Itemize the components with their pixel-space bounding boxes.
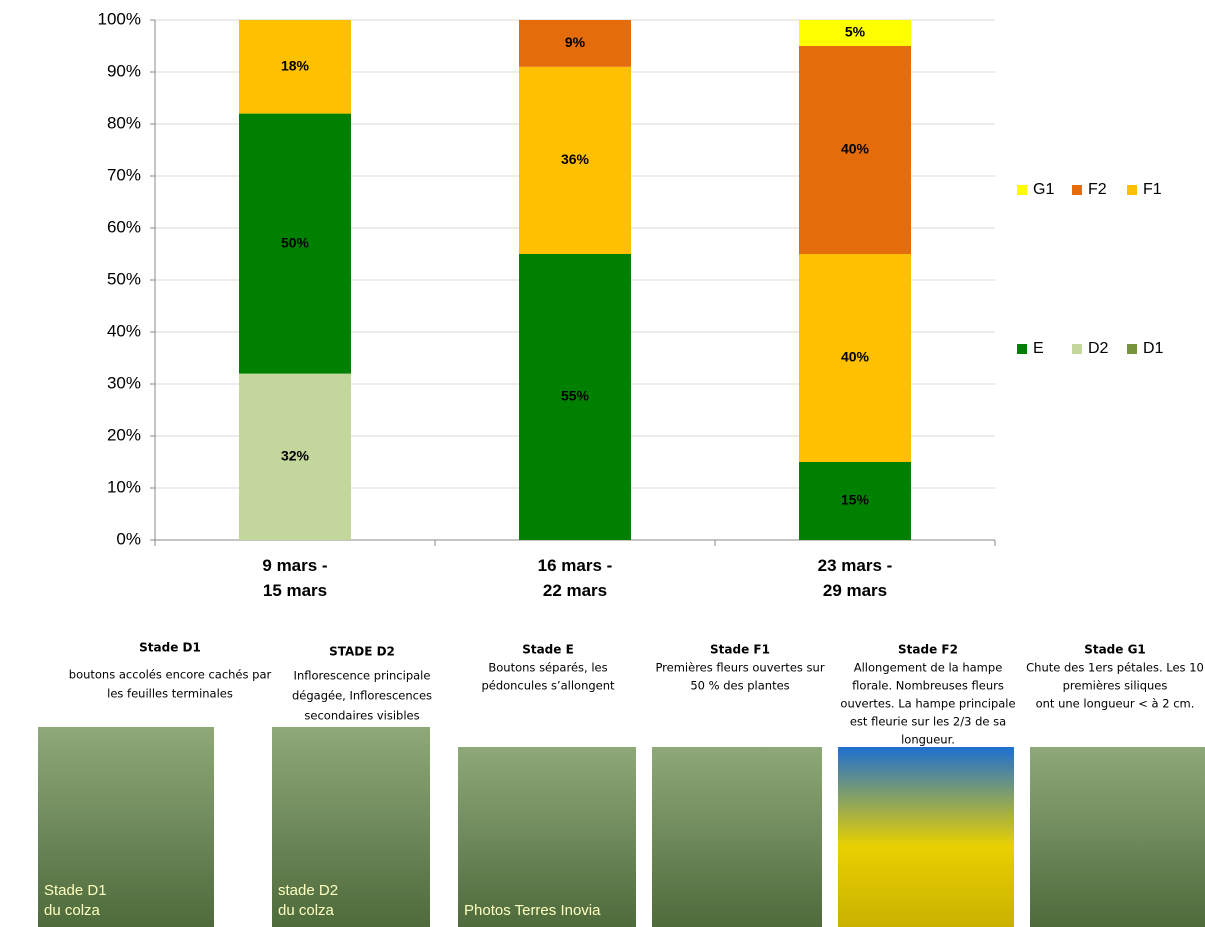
y-tick-label: 20%: [107, 425, 141, 444]
x-tick-label: 23 mars - 29 mars: [818, 556, 893, 600]
bar-segment: [799, 20, 911, 46]
stage-text: boutons accolés encore cachés par: [69, 668, 272, 682]
legend-label: F2: [1088, 181, 1107, 198]
y-tick-label: 50%: [107, 269, 141, 288]
legend-swatch: [1072, 185, 1082, 195]
stage-text: Inflorescence principale: [294, 669, 431, 683]
stage-text: pédoncules s’allongent: [481, 679, 615, 693]
stage-text: Boutons séparés, les: [488, 661, 607, 675]
stage-title: STADE D2: [329, 645, 395, 659]
stage-title: Stade E: [522, 643, 574, 657]
value-label: 15%: [841, 492, 870, 508]
bar-segment: [799, 462, 911, 540]
value-label: 18%: [281, 58, 310, 74]
legend-swatch: [1017, 344, 1027, 354]
bar-segment: [239, 20, 351, 114]
stage-photo: [838, 747, 1014, 927]
legend-label: D2: [1088, 340, 1109, 357]
x-tick-line: 29 mars: [823, 581, 887, 600]
stage-photo: [272, 727, 430, 927]
value-label: 55%: [561, 388, 590, 404]
stage-text: Allongement de la hampe: [854, 661, 1003, 675]
photo-label: du colza: [44, 902, 101, 919]
value-label: 50%: [281, 234, 310, 250]
value-label: 36%: [561, 151, 590, 167]
bar-segment: [519, 20, 631, 67]
value-label: 40%: [841, 141, 870, 157]
stage-text: Chute des 1ers pétales. Les 10: [1026, 661, 1204, 675]
y-tick-label: 30%: [107, 373, 141, 392]
legend-swatch: [1127, 185, 1137, 195]
stage-photo: [1030, 747, 1205, 927]
stage-text: les feuilles terminales: [107, 687, 233, 701]
stage-text: florale. Nombreuses fleurs: [852, 679, 1004, 693]
photo-label: Stade D1: [44, 882, 107, 899]
legend-label: D1: [1143, 340, 1164, 357]
bar-segment: [799, 254, 911, 462]
x-tick-label: 16 mars - 22 mars: [538, 556, 613, 600]
legend-label: F1: [1143, 181, 1162, 198]
y-tick-label: 90%: [107, 61, 141, 80]
legend-swatch: [1072, 344, 1082, 354]
y-tick-label: 10%: [107, 477, 141, 496]
legend-swatch: [1017, 185, 1027, 195]
y-tick-label: 0%: [116, 529, 141, 548]
x-tick-line: 22 mars: [543, 581, 607, 600]
x-tick-line: 15 mars: [263, 581, 327, 600]
stage-text: secondaires visibles: [304, 709, 419, 723]
legend-swatch: [1127, 344, 1137, 354]
stage-photo: [38, 727, 214, 927]
y-tick-label: 60%: [107, 217, 141, 236]
stage-text: ouvertes. La hampe principale: [840, 697, 1015, 711]
stage-photo: [652, 747, 822, 927]
stage-title: Stade G1: [1084, 643, 1146, 657]
photo-label: du colza: [278, 902, 335, 919]
stage-photo: [458, 747, 636, 927]
legend-label: G1: [1033, 181, 1054, 198]
value-label: 40%: [841, 349, 870, 365]
value-label: 32%: [281, 448, 310, 464]
photo-label: Photos Terres Inovia: [464, 902, 601, 919]
stage-text: ont une longueur < à 2 cm.: [1036, 697, 1195, 711]
stage-title: Stade F1: [710, 643, 770, 657]
stage-title: Stade F2: [898, 643, 958, 657]
value-label: 9%: [565, 34, 586, 50]
y-tick-label: 100%: [98, 9, 141, 28]
y-tick-label: 40%: [107, 321, 141, 340]
stage-text: premières siliques: [1063, 679, 1168, 693]
legend-label: E: [1033, 340, 1044, 357]
bar-segment: [519, 254, 631, 540]
stage-text: dégagée, Inflorescences: [292, 689, 432, 703]
x-tick-line: 9 mars -: [262, 556, 327, 575]
stage-text: 50 % des plantes: [690, 679, 789, 693]
x-tick-label: 9 mars - 15 mars: [262, 556, 327, 600]
x-tick-line: 16 mars -: [538, 556, 613, 575]
stage-text: est fleurie sur les 2/3 de sa: [850, 715, 1006, 729]
bar-segment: [239, 113, 351, 374]
value-label: 5%: [845, 24, 866, 40]
y-tick-label: 80%: [107, 113, 141, 132]
bar-segment: [239, 373, 351, 540]
photo-label: stade D2: [278, 882, 338, 899]
bar-segment: [799, 46, 911, 254]
stage-text: longueur.: [901, 733, 955, 747]
stage-title: Stade D1: [139, 641, 201, 655]
bar-segment: [519, 66, 631, 254]
stage-text: Premières fleurs ouvertes sur: [655, 661, 824, 675]
y-tick-label: 70%: [107, 165, 141, 184]
x-tick-line: 23 mars -: [818, 556, 893, 575]
